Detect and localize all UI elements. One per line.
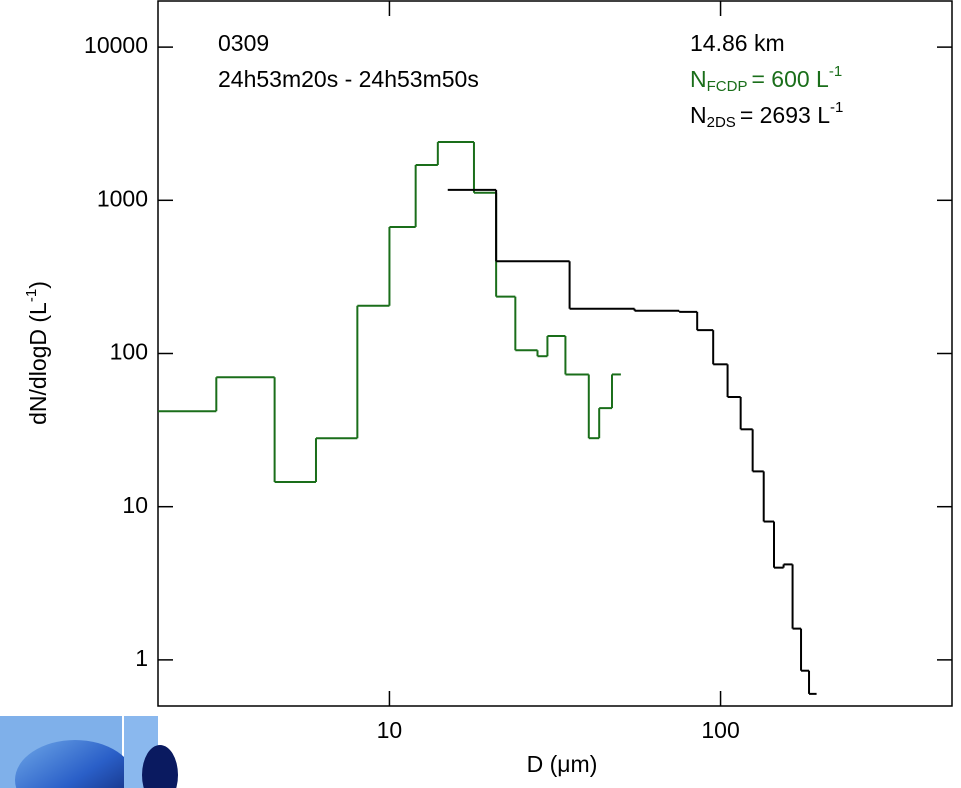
plot-area: [158, 141, 817, 695]
x-axis-label: D (μm): [527, 751, 598, 777]
y-label-text: dN/dlogD (L: [25, 302, 51, 425]
legend-name: 2DS: [707, 114, 736, 131]
y-tick-label: 100: [110, 339, 148, 365]
legend-sup: -1: [830, 99, 843, 116]
legend-sup: -1: [829, 63, 842, 80]
altitude-label: 14.86 km: [690, 30, 785, 56]
legend-count: = 2693 L: [740, 102, 830, 128]
x-tick-label: 10: [377, 717, 403, 743]
y-tick-label: 1: [135, 645, 148, 671]
y-axis-label: dN/dlogD (L-1): [23, 281, 51, 425]
legend-entry: N2DS = 2693 L-1: [690, 99, 843, 131]
inset-image: [0, 716, 178, 788]
legend-prefix: N: [690, 66, 707, 92]
flight-label: 0309: [218, 30, 269, 56]
x-tick-label: 100: [701, 717, 739, 743]
legend-name: FCDP: [707, 78, 748, 95]
legend-prefix: N: [690, 102, 707, 128]
y-tick-label: 10: [122, 492, 148, 518]
legend-count: = 600 L: [751, 66, 829, 92]
legend-entry: NFCDP = 600 L-1: [690, 63, 842, 95]
y-label-close: ): [25, 281, 51, 289]
y-tick-label: 1000: [97, 185, 148, 211]
time-label: 24h53m20s - 24h53m50s: [218, 66, 479, 92]
y-tick-label: 10000: [84, 32, 148, 58]
y-label-sup: -1: [23, 289, 40, 302]
